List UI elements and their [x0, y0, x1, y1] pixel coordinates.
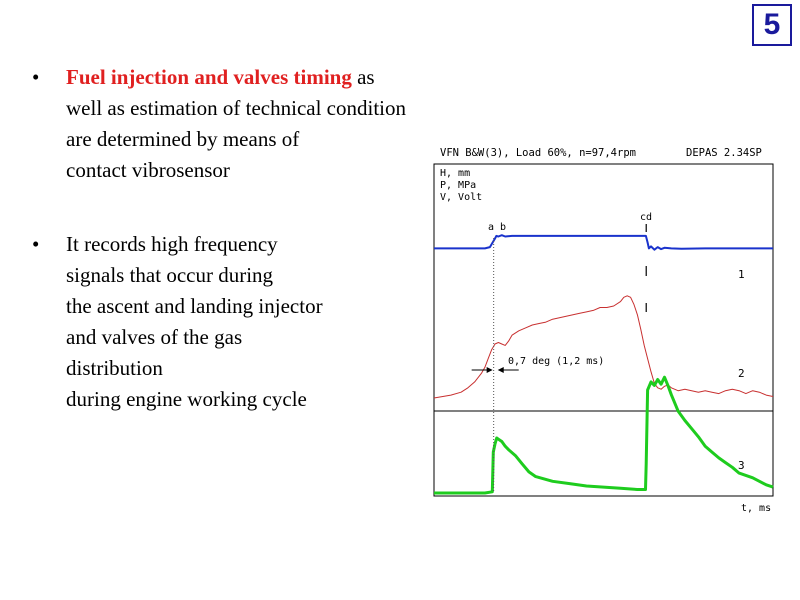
y-unit-label: H, mm: [440, 168, 470, 179]
bullet-1-first-line: Fuel injection and valves timing as: [66, 62, 532, 93]
bullet-line: during engine working cycle: [66, 387, 307, 411]
annotation-cd: cd: [640, 212, 652, 223]
x-axis-label: t, ms: [741, 503, 771, 514]
bullet-line: signals that occur during: [66, 263, 274, 287]
delay-arrowhead-right: [497, 367, 504, 373]
series-label-3: 3: [738, 459, 745, 472]
bullet-line: distribution: [66, 356, 163, 380]
bullet-item-1: • Fuel injection and valves timing as we…: [32, 62, 532, 186]
bullet-line: contact vibrosensor: [66, 158, 230, 182]
bullet-line: the ascent and landing injector: [66, 294, 323, 318]
delay-arrowhead-left: [486, 367, 493, 373]
chart-title: VFN B&W(3), Load 60%, n=97,4rpm: [440, 147, 636, 159]
delay-annotation: 0,7 deg (1,2 ms): [508, 356, 604, 367]
series-label-2: 2: [738, 367, 745, 380]
bullet-list: • Fuel injection and valves timing as we…: [32, 62, 532, 415]
bullet-line: and valves of the gas: [66, 325, 243, 349]
plot-frame: [433, 163, 774, 497]
bullet-marker-2: •: [32, 232, 40, 256]
y-unit-label: P, MPa: [440, 180, 476, 191]
bullet-line: It records high frequency: [66, 232, 278, 256]
software-label: DEPAS 2.34SP: [686, 147, 762, 159]
slide-number: 5: [752, 4, 792, 46]
series-label-1: 1: [738, 268, 745, 281]
highlighted-text: Fuel injection and valves timing: [66, 65, 352, 89]
bullet-marker-1: •: [32, 65, 40, 89]
series-line-3: [434, 375, 774, 495]
series-line-2: [433, 295, 774, 399]
series-line-1: [434, 234, 773, 251]
bullet-1-first-rest: as: [351, 65, 375, 89]
bullet-line: well as estimation of technical conditio…: [66, 96, 406, 120]
y-unit-label: V, Volt: [440, 192, 482, 203]
bullet-line: are determined by means of: [66, 127, 300, 151]
annotation-ab: a b: [488, 222, 506, 233]
bullet-item-2: • It records high frequency signals that…: [32, 229, 532, 415]
